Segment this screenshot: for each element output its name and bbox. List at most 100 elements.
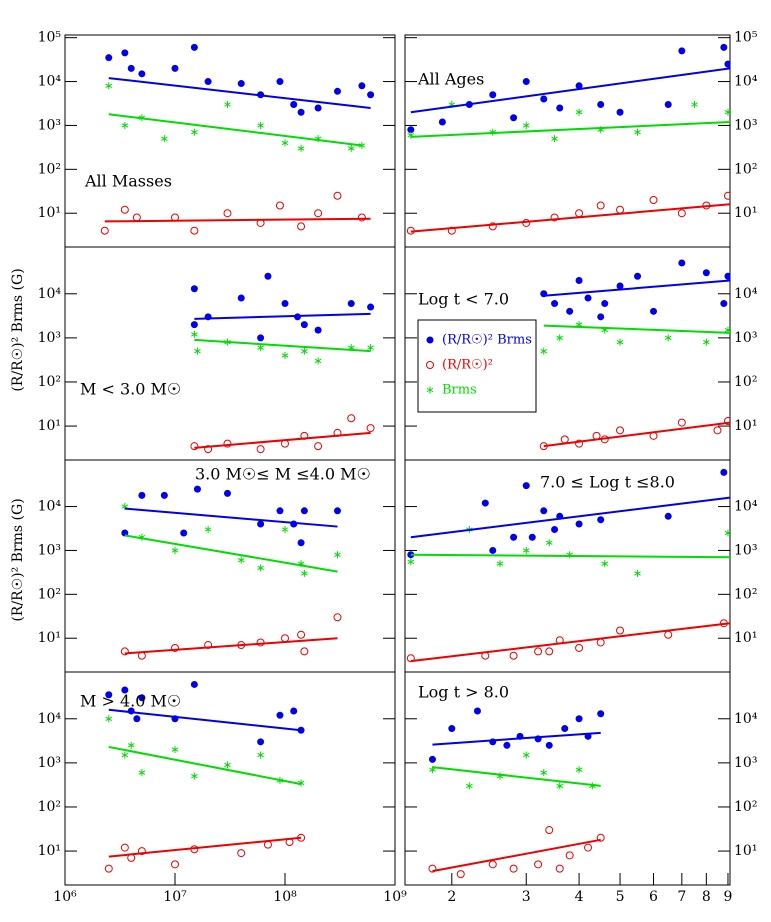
fit-line [108,113,363,147]
point [488,860,497,869]
point [597,516,605,524]
point [300,507,308,515]
point [347,414,356,423]
y-tick-label: 10⁴ [734,711,758,727]
fit-line [194,338,371,353]
x-tick-label: 9 [724,889,733,905]
point [584,843,593,852]
point [347,144,355,152]
x-tick-label: 10⁶ [53,889,77,905]
point [160,491,168,499]
y-tick-label: 10¹ [734,418,757,434]
point [275,201,284,210]
point [522,482,530,490]
point [540,769,548,777]
point [256,638,265,647]
point [575,643,584,652]
point [190,321,198,329]
point [407,126,415,134]
point [300,647,309,656]
point [105,691,113,699]
point [616,338,624,346]
point [297,630,306,639]
point [120,205,129,214]
point [616,426,625,435]
point [204,641,213,650]
point [556,334,564,342]
point [634,569,641,577]
point [596,833,605,842]
y-tick-label: 10¹ [38,843,61,859]
point [561,725,569,733]
point [121,121,129,129]
point [290,707,298,715]
point [314,326,322,334]
point [224,761,231,769]
point [545,741,553,749]
point [121,751,129,759]
y-tick-label: 10² [734,586,757,602]
point [333,191,342,200]
point [664,512,672,520]
y-axis-label: (R/R☉)² Brms (G) [10,498,26,621]
fit-line [194,312,371,320]
point [281,526,289,534]
y-tick-label: 10² [734,374,757,390]
point [407,558,415,566]
point [257,520,265,528]
y-tick-label: 10² [38,586,61,602]
fit-line [543,279,730,297]
point [597,101,605,109]
x-tick-label: 4 [575,889,584,905]
fit-line [432,766,601,787]
point [257,564,264,572]
point [257,344,264,352]
x-tick-label: 2 [447,889,456,905]
legend-label: (R/R☉)² [442,358,493,373]
point [489,91,497,99]
point [132,213,141,222]
point [596,638,605,647]
x-tick-label: 5 [616,889,625,905]
point [105,715,113,723]
annotation: 3.0 M☉≤ M ≤4.0 M☉ [195,465,371,484]
point [366,424,375,433]
point [509,864,518,873]
point [358,82,366,90]
point [575,276,583,284]
y-tick-label: 10² [38,799,61,815]
point [190,226,199,235]
fit-line [108,708,302,732]
point [473,707,481,715]
point [448,725,456,733]
fit-line [410,553,730,559]
point [334,551,341,559]
x-tick-label: 7 [677,889,686,905]
point [575,108,583,116]
point [522,78,530,86]
point [664,630,673,639]
point [290,101,298,109]
fit-line [410,496,730,539]
point [194,347,201,355]
y-tick-label: 10⁴ [38,74,62,90]
annotation: M > 4.0 M☉ [80,692,181,711]
fit-line [124,534,338,573]
point [575,82,583,90]
y-tick-label: 10¹ [734,630,757,646]
point [171,546,179,554]
annotation: Log t < 7.0 [418,290,509,309]
fit-line [194,431,371,449]
point [428,864,437,873]
y-tick-label: 10¹ [734,843,757,859]
fit-line [410,67,730,114]
panel-frame [64,671,396,886]
point [180,529,188,537]
y-tick-label: 10³ [734,542,757,558]
point [223,439,232,448]
point [616,626,625,635]
point [190,285,198,293]
legend-marker [426,336,434,344]
y-tick-label: 10⁴ [38,499,62,515]
fit-line [543,324,730,334]
